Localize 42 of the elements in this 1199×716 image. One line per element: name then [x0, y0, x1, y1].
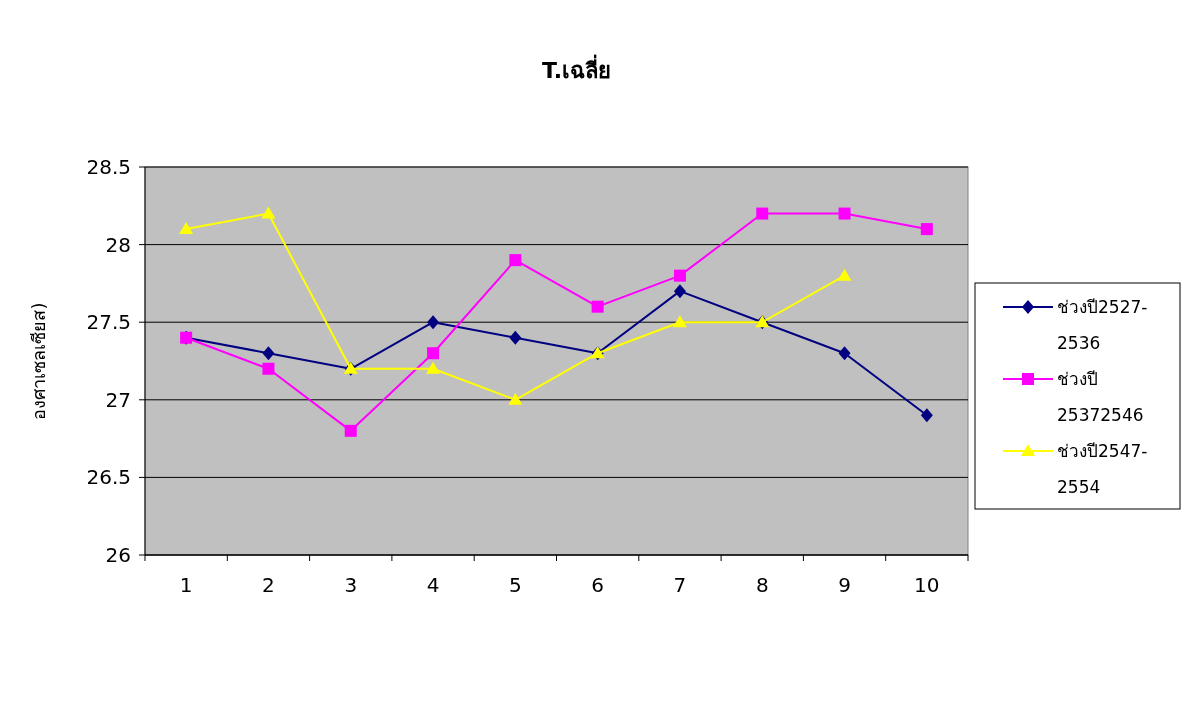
point	[427, 315, 440, 330]
x-tick-label: 3	[344, 573, 358, 597]
point	[262, 362, 275, 375]
x-tick-label: 4	[426, 573, 440, 597]
point	[920, 408, 933, 423]
x-tick-label: 9	[838, 573, 851, 597]
point	[591, 300, 604, 313]
y-tick-label: 26.5	[86, 465, 131, 490]
x-tick-label: 5	[508, 573, 522, 597]
y-tick-label: 28	[105, 232, 131, 257]
x-tick-label: 6	[591, 573, 605, 597]
legend-label: ช่วงปี2527-2536	[1057, 297, 1148, 353]
point	[262, 346, 275, 361]
x-tick-label: 1	[179, 573, 193, 597]
point	[179, 222, 194, 235]
y-tick-label: 28.5	[86, 155, 131, 179]
x-tick-label: 10	[914, 573, 940, 597]
legend-label: ช่วงปี 25372546	[1057, 369, 1144, 425]
legend-label: ช่วงปี2547-2554	[1057, 441, 1148, 497]
y-tick-label: 27.5	[86, 310, 131, 335]
point	[756, 207, 769, 220]
point	[344, 424, 357, 437]
x-tick-label: 8	[755, 573, 769, 597]
point	[509, 254, 522, 267]
y-axis-title: องศาเซลเซียส)	[28, 302, 49, 420]
point	[426, 361, 441, 374]
point	[837, 268, 852, 281]
point	[673, 284, 686, 299]
x-tick-label: 2	[262, 573, 275, 597]
point	[427, 347, 440, 360]
point	[509, 330, 522, 345]
point	[672, 315, 687, 328]
y-tick-label: 27	[105, 387, 131, 412]
point	[838, 207, 851, 220]
point	[261, 206, 276, 219]
chart-title: T.เฉลี่ย	[541, 54, 612, 83]
point	[673, 269, 686, 282]
point	[508, 392, 523, 405]
y-tick-label: 26	[105, 543, 131, 567]
point	[920, 223, 933, 236]
x-tick-label: 7	[673, 573, 687, 597]
point	[838, 346, 851, 361]
